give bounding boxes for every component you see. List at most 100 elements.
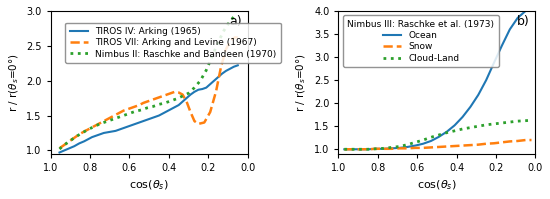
TIROS VII: Arking and Levine (1967): (0.65, 1.54): Arking and Levine (1967): (0.65, 1.54) [116, 112, 123, 114]
Snow [381, 148, 387, 150]
TIROS IV: Arking (1965): (0.17, 2): Arking (1965): (0.17, 2) [211, 79, 217, 82]
Cloud-Land [522, 119, 529, 122]
Ocean [357, 148, 364, 150]
Nimbus II: Raschke and Bandeen (1970): (0.27, 1.9): Raschke and Bandeen (1970): (0.27, 1.9) [191, 86, 198, 89]
Nimbus II: Raschke and Bandeen (1970): (0.87, 1.2): Raschke and Bandeen (1970): (0.87, 1.2) [73, 135, 80, 138]
Nimbus II: Raschke and Bandeen (1970): (0.6, 1.53): Raschke and Bandeen (1970): (0.6, 1.53) [126, 112, 133, 115]
TIROS IV: Arking (1965): (0.07, 2.2): Arking (1965): (0.07, 2.2) [230, 65, 237, 68]
Ocean [452, 124, 458, 127]
TIROS VII: Arking and Levine (1967): (0.39, 1.82): Arking and Levine (1967): (0.39, 1.82) [168, 92, 174, 94]
TIROS IV: Arking (1965): (0.37, 1.62): Arking (1965): (0.37, 1.62) [172, 106, 178, 108]
Snow [475, 143, 482, 146]
Cloud-Land [514, 120, 521, 122]
TIROS VII: Arking and Levine (1967): (0.11, 2.45): Arking and Levine (1967): (0.11, 2.45) [223, 48, 229, 51]
Snow [420, 147, 426, 149]
Ocean [507, 28, 513, 31]
TIROS IV: Arking (1965): (0.39, 1.59): Arking (1965): (0.39, 1.59) [168, 108, 174, 110]
TIROS VII: Arking and Levine (1967): (0.63, 1.57): Arking and Levine (1967): (0.63, 1.57) [120, 109, 127, 112]
Cloud-Land [436, 134, 442, 136]
TIROS VII: Arking and Levine (1967): (0.27, 1.42): Arking and Levine (1967): (0.27, 1.42) [191, 120, 198, 122]
TIROS IV: Arking (1965): (0.31, 1.75): Arking (1965): (0.31, 1.75) [183, 97, 190, 99]
Snow [507, 140, 513, 143]
Snow [514, 140, 521, 142]
Text: b): b) [517, 15, 530, 28]
Nimbus II: Raschke and Bandeen (1970): (0.33, 1.78): Raschke and Bandeen (1970): (0.33, 1.78) [179, 95, 186, 97]
Nimbus II: Raschke and Bandeen (1970): (0.51, 1.61): Raschke and Bandeen (1970): (0.51, 1.61) [144, 107, 151, 109]
TIROS IV: Arking (1965): (0.57, 1.38): Arking (1965): (0.57, 1.38) [132, 123, 139, 125]
Cloud-Land [491, 123, 497, 125]
Cloud-Land [499, 122, 505, 124]
Cloud-Land [404, 143, 411, 146]
Cloud-Land [452, 130, 458, 132]
TIROS VII: Arking and Levine (1967): (0.61, 1.59): Arking and Levine (1967): (0.61, 1.59) [124, 108, 131, 110]
TIROS VII: Arking and Levine (1967): (0.79, 1.33): Arking and Levine (1967): (0.79, 1.33) [89, 126, 95, 129]
TIROS VII: Arking and Levine (1967): (0.83, 1.27): Arking and Levine (1967): (0.83, 1.27) [81, 130, 87, 133]
Nimbus II: Raschke and Bandeen (1970): (0.15, 2.55): Raschke and Bandeen (1970): (0.15, 2.55) [215, 41, 222, 44]
Snow [491, 142, 497, 144]
Line: Snow: Snow [344, 140, 531, 149]
TIROS VII: Arking and Levine (1967): (0.065, 2.62): Arking and Levine (1967): (0.065, 2.62) [232, 36, 238, 39]
Ocean [372, 148, 379, 150]
Nimbus II: Raschke and Bandeen (1970): (0.63, 1.5): Raschke and Bandeen (1970): (0.63, 1.5) [120, 114, 127, 117]
TIROS VII: Arking and Levine (1967): (0.55, 1.65): Arking and Levine (1967): (0.55, 1.65) [136, 104, 142, 106]
TIROS IV: Arking (1965): (0.21, 1.9): Arking (1965): (0.21, 1.9) [203, 86, 210, 89]
Ocean [528, 9, 535, 11]
TIROS IV: Arking (1965): (0.29, 1.8): Arking (1965): (0.29, 1.8) [187, 93, 194, 96]
Snow [365, 148, 371, 150]
Snow [396, 147, 403, 149]
Line: Ocean: Ocean [344, 10, 531, 149]
Snow [341, 148, 348, 150]
TIROS VII: Arking and Levine (1967): (0.71, 1.45): Arking and Levine (1967): (0.71, 1.45) [104, 118, 111, 120]
Ocean [514, 17, 521, 19]
TIROS VII: Arking and Levine (1967): (0.67, 1.51): Arking and Levine (1967): (0.67, 1.51) [112, 114, 119, 116]
Nimbus II: Raschke and Bandeen (1970): (0.75, 1.38): Raschke and Bandeen (1970): (0.75, 1.38) [97, 123, 103, 125]
Nimbus II: Raschke and Bandeen (1970): (0.69, 1.44): Raschke and Bandeen (1970): (0.69, 1.44) [108, 119, 115, 121]
TIROS IV: Arking (1965): (0.88, 1.06): Arking (1965): (0.88, 1.06) [71, 145, 78, 147]
Snow [388, 148, 395, 150]
Cloud-Land [483, 124, 490, 126]
Nimbus II: Raschke and Bandeen (1970): (0.57, 1.56): Raschke and Bandeen (1970): (0.57, 1.56) [132, 110, 139, 113]
TIROS VII: Arking and Levine (1967): (0.73, 1.42): Arking and Levine (1967): (0.73, 1.42) [101, 120, 107, 122]
Nimbus II: Raschke and Bandeen (1970): (0.36, 1.74): Raschke and Bandeen (1970): (0.36, 1.74) [173, 98, 180, 100]
TIROS VII: Arking and Levine (1967): (0.93, 1.08): Arking and Levine (1967): (0.93, 1.08) [61, 144, 68, 146]
TIROS VII: Arking and Levine (1967): (0.05, 2.62): Arking and Levine (1967): (0.05, 2.62) [234, 36, 241, 39]
TIROS VII: Arking and Levine (1967): (0.29, 1.55): Arking and Levine (1967): (0.29, 1.55) [187, 111, 194, 113]
TIROS VII: Arking and Levine (1967): (0.33, 1.8): Arking and Levine (1967): (0.33, 1.8) [179, 93, 186, 96]
TIROS IV: Arking (1965): (0.23, 1.88): Arking (1965): (0.23, 1.88) [199, 88, 206, 90]
TIROS IV: Arking (1965): (0.73, 1.25): Arking (1965): (0.73, 1.25) [101, 132, 107, 134]
Ocean [467, 106, 474, 108]
TIROS IV: Arking (1965): (0.83, 1.13): Arking (1965): (0.83, 1.13) [81, 140, 87, 142]
TIROS IV: Arking (1965): (0.905, 1.03): Arking (1965): (0.905, 1.03) [66, 147, 73, 149]
TIROS IV: Arking (1965): (0.45, 1.5): Arking (1965): (0.45, 1.5) [156, 114, 162, 117]
Cloud-Land [443, 132, 450, 134]
TIROS IV: Arking (1965): (0.79, 1.19): Arking (1965): (0.79, 1.19) [89, 136, 95, 138]
Snow [528, 139, 535, 141]
Nimbus II: Raschke and Bandeen (1970): (0.39, 1.71): Raschke and Bandeen (1970): (0.39, 1.71) [168, 100, 174, 102]
Nimbus II: Raschke and Bandeen (1970): (0.18, 2.35): Raschke and Bandeen (1970): (0.18, 2.35) [209, 55, 216, 58]
TIROS VII: Arking and Levine (1967): (0.22, 1.4): Arking and Levine (1967): (0.22, 1.4) [201, 121, 207, 124]
Nimbus II: Raschke and Bandeen (1970): (0.955, 1.02): Raschke and Bandeen (1970): (0.955, 1.02… [56, 148, 63, 150]
Ocean [381, 148, 387, 150]
TIROS IV: Arking (1965): (0.61, 1.34): Arking (1965): (0.61, 1.34) [124, 126, 131, 128]
TIROS IV: Arking (1965): (0.13, 2.1): Arking (1965): (0.13, 2.1) [219, 72, 225, 75]
TIROS IV: Arking (1965): (0.09, 2.17): Arking (1965): (0.09, 2.17) [227, 68, 233, 70]
TIROS VII: Arking and Levine (1967): (0.49, 1.72): Arking and Levine (1967): (0.49, 1.72) [148, 99, 155, 101]
Cloud-Land [475, 125, 482, 127]
TIROS VII: Arking and Levine (1967): (0.37, 1.84): Arking and Levine (1967): (0.37, 1.84) [172, 91, 178, 93]
TIROS IV: Arking (1965): (0.33, 1.7): Arking (1965): (0.33, 1.7) [179, 100, 186, 103]
Cloud-Land [428, 136, 435, 139]
Nimbus II: Raschke and Bandeen (1970): (0.45, 1.66): Raschke and Bandeen (1970): (0.45, 1.66) [156, 103, 162, 105]
TIROS IV: Arking (1965): (0.69, 1.27): Arking (1965): (0.69, 1.27) [108, 130, 115, 133]
Ocean [404, 146, 411, 148]
TIROS IV: Arking (1965): (0.51, 1.44): Arking (1965): (0.51, 1.44) [144, 119, 151, 121]
TIROS IV: Arking (1965): (0.53, 1.42): Arking (1965): (0.53, 1.42) [140, 120, 146, 122]
X-axis label: cos($\theta_s$): cos($\theta_s$) [417, 179, 456, 192]
Snow [412, 147, 419, 149]
Cloud-Land [388, 146, 395, 149]
Line: Cloud-Land: Cloud-Land [344, 120, 531, 149]
TIROS VII: Arking and Levine (1967): (0.88, 1.18): Arking and Levine (1967): (0.88, 1.18) [71, 137, 78, 139]
TIROS VII: Arking and Levine (1967): (0.135, 2.2): Arking and Levine (1967): (0.135, 2.2) [218, 65, 224, 68]
TIROS IV: Arking (1965): (0.05, 2.22): Arking (1965): (0.05, 2.22) [234, 64, 241, 66]
Cloud-Land [420, 139, 426, 141]
Nimbus II: Raschke and Bandeen (1970): (0.12, 2.72): Raschke and Bandeen (1970): (0.12, 2.72) [221, 29, 227, 32]
